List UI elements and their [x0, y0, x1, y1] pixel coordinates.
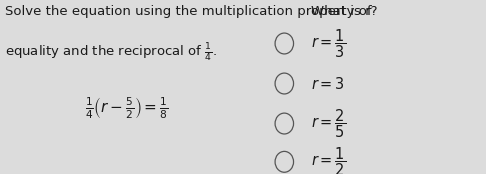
Text: $\frac{1}{4}\left(r - \frac{5}{2}\right) = \frac{1}{8}$: $\frac{1}{4}\left(r - \frac{5}{2}\right)…: [85, 95, 168, 121]
Text: What is r?: What is r?: [311, 5, 378, 18]
Text: $r = \dfrac{1}{2}$: $r = \dfrac{1}{2}$: [311, 145, 347, 174]
Text: equality and the reciprocal of $\frac{1}{4}$.: equality and the reciprocal of $\frac{1}…: [5, 42, 217, 64]
Text: $r = 3$: $r = 3$: [311, 76, 345, 92]
Text: $r = \dfrac{1}{3}$: $r = \dfrac{1}{3}$: [311, 27, 347, 60]
Text: Solve the equation using the multiplication property of: Solve the equation using the multiplicat…: [5, 5, 371, 18]
Text: $r = \dfrac{2}{5}$: $r = \dfrac{2}{5}$: [311, 107, 347, 140]
